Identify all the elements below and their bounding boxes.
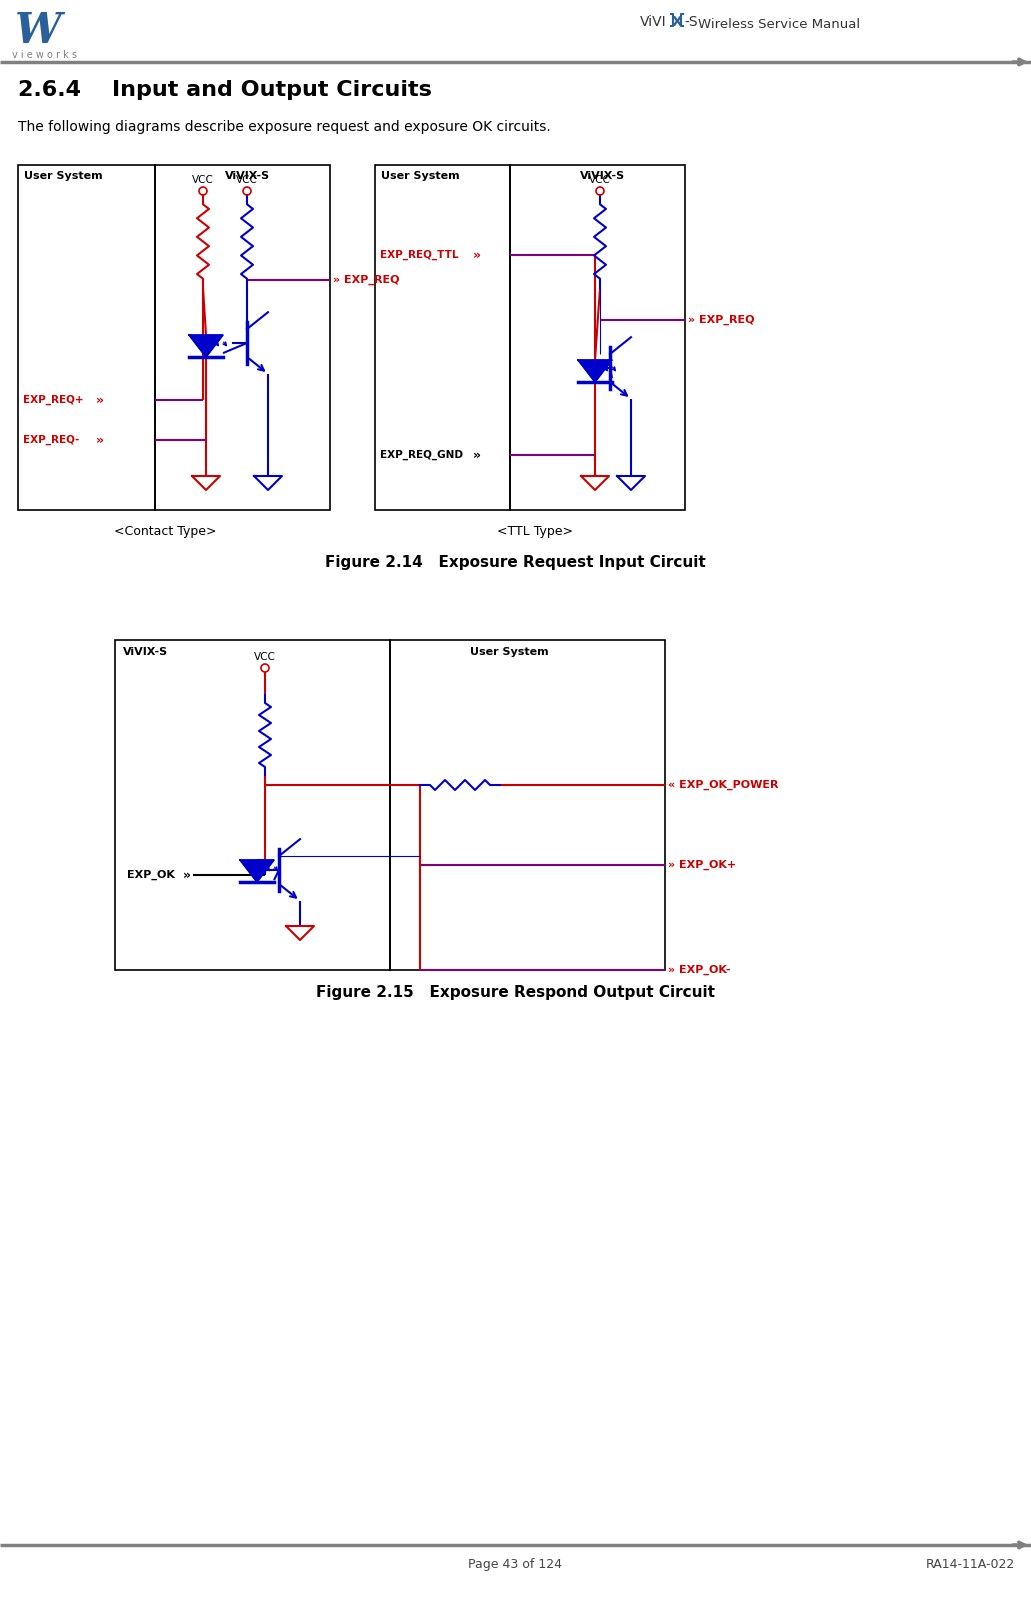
Text: VCC: VCC [192, 175, 214, 185]
Text: ViVIX-S: ViVIX-S [580, 170, 625, 182]
Text: RA14-11A-022: RA14-11A-022 [926, 1559, 1015, 1572]
Polygon shape [189, 334, 223, 357]
Text: EXP_REQ-: EXP_REQ- [23, 435, 79, 445]
Text: » EXP_REQ: » EXP_REQ [688, 315, 755, 325]
Polygon shape [240, 860, 274, 882]
Bar [115, 640, 390, 971]
Text: -S: -S [684, 14, 698, 29]
Bar [155, 166, 330, 509]
Text: <Contact Type>: <Contact Type> [113, 525, 217, 538]
Polygon shape [578, 360, 612, 382]
Text: »: » [473, 448, 481, 461]
Bar [18, 166, 155, 509]
Text: »: » [96, 394, 104, 407]
Text: Wireless Service Manual: Wireless Service Manual [698, 18, 860, 31]
Text: ViVIX-S: ViVIX-S [225, 170, 270, 182]
Text: VCC: VCC [589, 175, 611, 185]
Text: Figure 2.15   Exposure Respond Output Circuit: Figure 2.15 Exposure Respond Output Circ… [315, 985, 714, 1000]
Text: EXP_OK: EXP_OK [127, 869, 175, 881]
Text: v i e w o r k s: v i e w o r k s [12, 50, 77, 59]
Bar [510, 166, 685, 509]
Text: W: W [15, 10, 62, 51]
Text: EXP_REQ+: EXP_REQ+ [23, 395, 84, 405]
Text: VCC: VCC [254, 652, 276, 662]
Text: »: » [96, 434, 104, 447]
Text: User System: User System [381, 170, 460, 182]
Text: « EXP_OK_POWER: « EXP_OK_POWER [668, 779, 778, 791]
Text: <TTL Type>: <TTL Type> [497, 525, 573, 538]
Text: ViVI: ViVI [640, 14, 667, 29]
Text: » EXP_REQ: » EXP_REQ [333, 275, 399, 284]
Text: 2.6.4    Input and Output Circuits: 2.6.4 Input and Output Circuits [18, 80, 432, 100]
Text: X: X [672, 14, 683, 29]
Bar [375, 166, 510, 509]
Text: EXP_REQ_GND: EXP_REQ_GND [380, 450, 463, 460]
Text: Figure 2.14   Exposure Request Input Circuit: Figure 2.14 Exposure Request Input Circu… [325, 554, 705, 570]
Text: The following diagrams describe exposure request and exposure OK circuits.: The following diagrams describe exposure… [18, 121, 551, 133]
Text: »: » [473, 249, 481, 262]
Text: VCC: VCC [236, 175, 258, 185]
Text: ViVIX-S: ViVIX-S [123, 648, 168, 657]
Text: »: » [182, 868, 191, 882]
Text: » EXP_OK-: » EXP_OK- [668, 964, 731, 975]
Text: EXP_REQ_TTL: EXP_REQ_TTL [380, 249, 459, 260]
Text: User System: User System [24, 170, 103, 182]
Text: User System: User System [470, 648, 548, 657]
Bar [390, 640, 665, 971]
Text: Page 43 of 124: Page 43 of 124 [468, 1559, 562, 1572]
Text: » EXP_OK+: » EXP_OK+ [668, 860, 736, 869]
